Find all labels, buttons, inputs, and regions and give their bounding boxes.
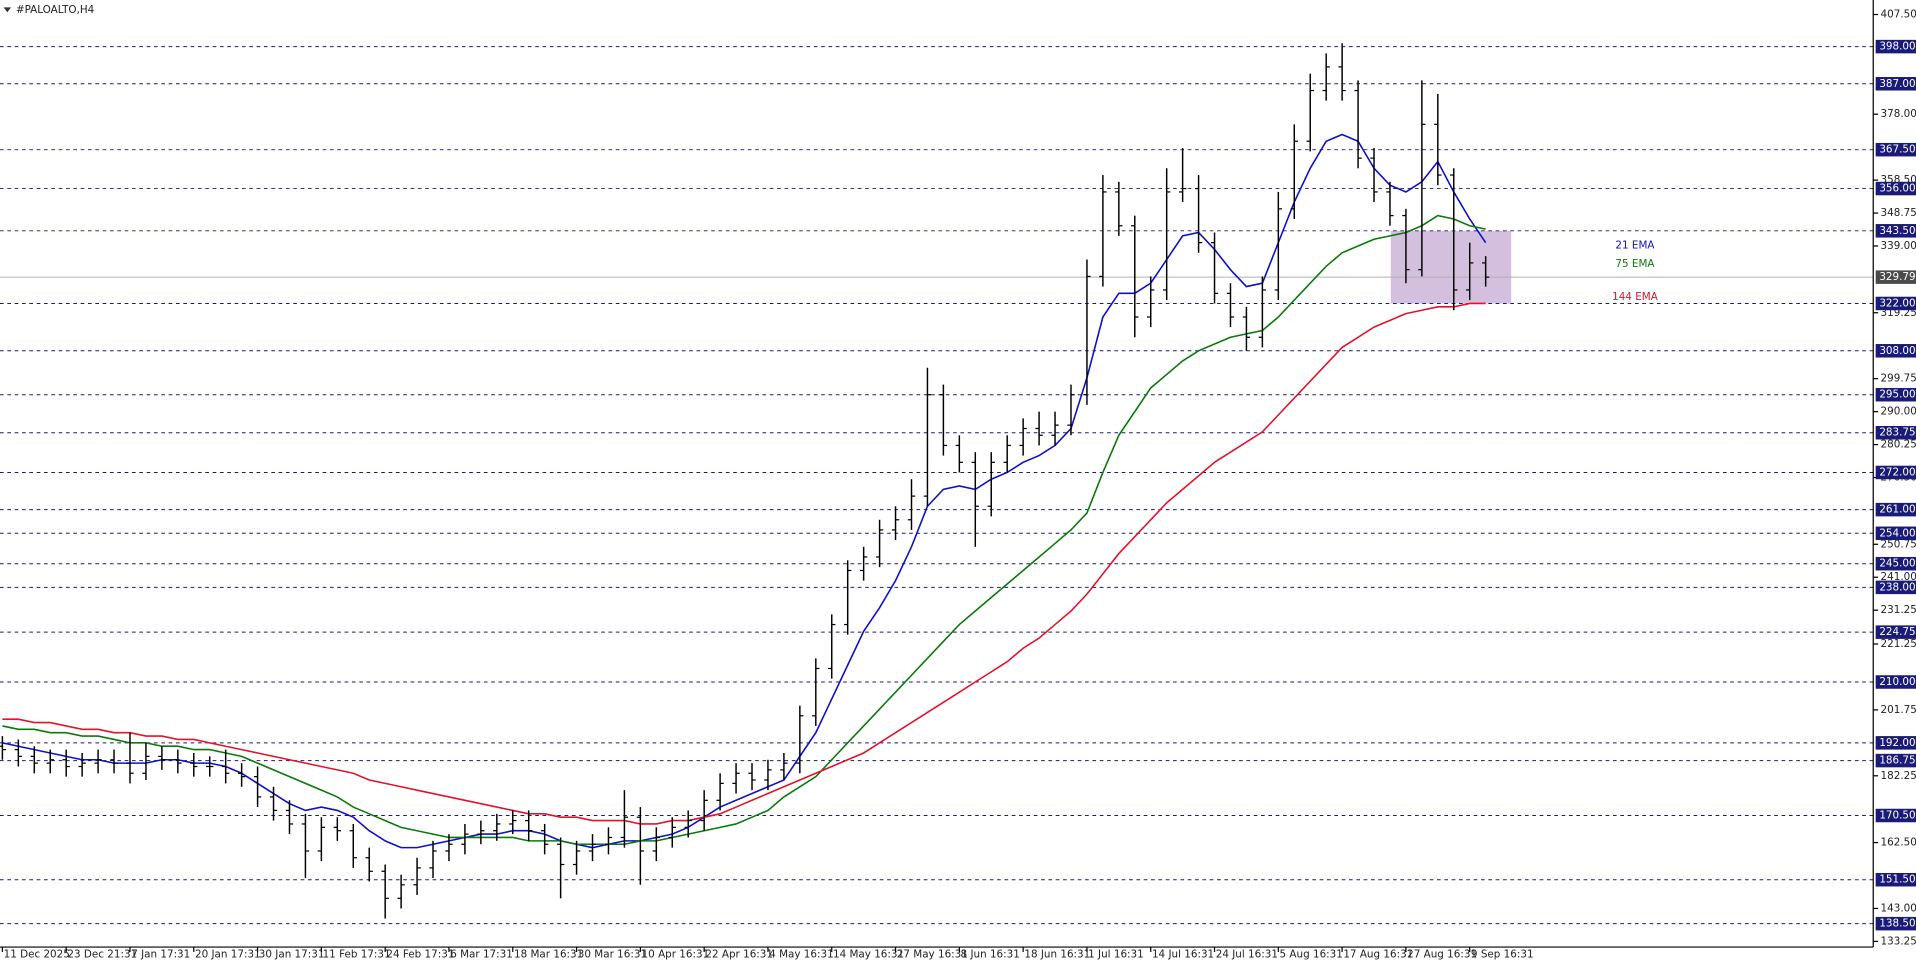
- level-label-box: [1875, 526, 1916, 541]
- x-tick-label: 5 Aug 16:31: [1280, 948, 1343, 960]
- y-tick-label: 201.75: [1881, 704, 1916, 716]
- range-box: [1390, 230, 1512, 304]
- level-label: 192.00: [1879, 737, 1915, 749]
- level-label-box: [1875, 916, 1916, 931]
- level-label-box: [1875, 181, 1916, 196]
- y-tick-label: 378.00: [1881, 108, 1916, 120]
- legend-label: 21 EMA: [1615, 239, 1655, 251]
- level-label-box: [1875, 77, 1916, 91]
- x-tick-label: 4 May 16:31: [769, 948, 834, 960]
- y-tick-label: 231.25: [1881, 604, 1916, 616]
- legend-label: 75 EMA: [1615, 258, 1655, 270]
- y-tick-label: 250.75: [1881, 538, 1916, 550]
- level-label: 224.75: [1879, 626, 1915, 638]
- y-tick-label: 162.50: [1881, 837, 1916, 849]
- x-tick-label: 27 May 16:31: [897, 948, 968, 960]
- x-tick-label: 20 Jan 17:31: [195, 948, 261, 960]
- y-tick-label: 133.25: [1881, 935, 1916, 947]
- x-tick-label: 18 Mar 16:31: [514, 948, 583, 960]
- y-tick-label: 241.00: [1881, 571, 1916, 583]
- x-tick-label: 14 Jul 16:31: [1152, 948, 1214, 960]
- x-tick-label: 23 Dec 21:31: [67, 948, 137, 960]
- y-tick-label: 221.25: [1881, 638, 1916, 650]
- level-label: 283.75: [1879, 427, 1915, 439]
- x-tick-label: 7 Jan 17:31: [131, 948, 190, 960]
- level-label-box: [1875, 344, 1916, 358]
- level-label: 387.00: [1879, 78, 1915, 90]
- x-tick-label: 9 Sep 16:31: [1471, 948, 1534, 960]
- x-tick-label: 1 Jul 16:31: [1088, 948, 1144, 960]
- x-tick-label: 24 Feb 17:31: [386, 948, 454, 960]
- x-tick-label: 11 Dec 2025: [4, 948, 70, 960]
- x-tick-label: 27 Aug 16:31: [1407, 948, 1477, 960]
- y-tick-label: 182.25: [1881, 770, 1916, 782]
- ema-line: [2, 302, 1486, 825]
- ema-line: [2, 214, 1486, 846]
- x-tick-label: 18 Jun 16:31: [1024, 948, 1090, 960]
- level-label: 210.00: [1879, 676, 1915, 688]
- level-label-box: [1875, 736, 1916, 750]
- x-tick-label: 30 Jan 17:31: [259, 948, 325, 960]
- level-label-box: [1875, 580, 1916, 595]
- level-label: 238.00: [1879, 581, 1915, 593]
- x-tick-label: 14 May 16:31: [833, 948, 904, 960]
- level-label: 322.00: [1879, 297, 1915, 309]
- level-label-box: [1875, 753, 1916, 768]
- menu-arrow[interactable]: [3, 7, 11, 13]
- window-title: #PALOALTO,H4: [16, 4, 95, 16]
- y-tick-label: 407.50: [1881, 8, 1916, 20]
- x-tick-label: 10 Apr 16:31: [642, 948, 710, 960]
- level-label: 186.75: [1879, 755, 1915, 767]
- current-price-label: 329.79: [1879, 271, 1915, 283]
- x-tick-label: 6 Mar 17:31: [450, 948, 513, 960]
- y-tick-label: 143.00: [1881, 902, 1916, 914]
- level-label: 245.00: [1879, 558, 1915, 570]
- level-label: 138.50: [1879, 918, 1915, 930]
- level-label: 367.50: [1879, 144, 1915, 156]
- level-label-box: [1875, 224, 1916, 238]
- level-label-box: [1875, 872, 1916, 887]
- level-label: 261.00: [1879, 504, 1915, 516]
- y-tick-label: 280.25: [1881, 439, 1916, 451]
- level-label-box: [1875, 426, 1916, 440]
- x-tick-label: 22 Apr 16:31: [705, 948, 773, 960]
- level-label-box: [1875, 625, 1916, 639]
- x-tick-label: 17 Aug 16:31: [1343, 948, 1413, 960]
- level-label: 272.00: [1879, 466, 1915, 478]
- x-tick-label: 24 Jul 16:31: [1216, 948, 1278, 960]
- level-label: 170.50: [1879, 809, 1915, 821]
- x-tick-label: 8 Jun 16:31: [961, 948, 1020, 960]
- level-label-box: [1875, 556, 1916, 571]
- level-label: 254.00: [1879, 527, 1915, 539]
- level-label: 398.00: [1879, 41, 1915, 53]
- current-price-box: [1875, 270, 1916, 284]
- level-label-box: [1875, 296, 1916, 311]
- level-label: 295.00: [1879, 389, 1915, 401]
- level-label-box: [1875, 387, 1916, 402]
- level-label: 343.50: [1879, 225, 1915, 237]
- x-tick-label: 30 Mar 16:31: [578, 948, 647, 960]
- y-tick-label: 348.75: [1881, 207, 1916, 219]
- x-tick-label: 11 Feb 17:31: [323, 948, 391, 960]
- level-label: 151.50: [1879, 874, 1915, 886]
- level-label-box: [1875, 39, 1916, 54]
- y-tick-label: 290.00: [1881, 406, 1916, 418]
- legend-label: 144 EMA: [1612, 291, 1659, 303]
- ema-line: [2, 133, 1487, 849]
- y-tick-label: 299.75: [1881, 373, 1916, 385]
- level-label-box: [1875, 675, 1916, 689]
- level-label: 356.00: [1879, 183, 1915, 195]
- level-label-box: [1875, 502, 1916, 517]
- level-label-box: [1875, 808, 1916, 823]
- level-label: 308.00: [1879, 345, 1915, 357]
- y-tick-label: 339.00: [1881, 240, 1916, 252]
- level-label-box: [1875, 142, 1916, 157]
- level-label-box: [1875, 465, 1916, 480]
